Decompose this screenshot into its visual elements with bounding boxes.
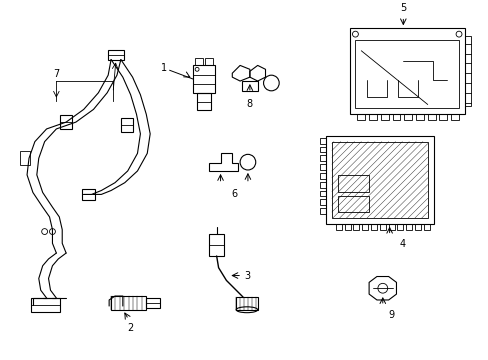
Bar	[392, 114, 400, 120]
Bar	[60, 115, 72, 129]
Bar	[320, 147, 325, 152]
Bar	[349, 28, 464, 114]
Bar	[331, 141, 427, 218]
Bar	[242, 81, 257, 91]
Bar	[236, 297, 257, 310]
Bar	[335, 224, 341, 230]
Bar	[81, 189, 95, 200]
Bar	[357, 114, 365, 120]
Bar	[450, 114, 458, 120]
Bar	[325, 136, 433, 224]
Bar	[320, 190, 325, 196]
Bar	[320, 199, 325, 205]
Bar	[320, 208, 325, 214]
Bar	[380, 114, 388, 120]
Text: 6: 6	[231, 189, 237, 199]
Text: 4: 4	[399, 239, 405, 249]
Bar	[370, 224, 376, 230]
Bar	[320, 155, 325, 161]
Text: 2: 2	[127, 323, 134, 333]
Bar	[379, 224, 385, 230]
Bar	[111, 296, 146, 310]
Bar	[397, 224, 403, 230]
Text: 5: 5	[399, 3, 406, 13]
Bar	[414, 224, 420, 230]
Text: 9: 9	[388, 310, 394, 320]
Bar	[146, 298, 160, 308]
Bar	[320, 182, 325, 188]
Bar	[362, 224, 367, 230]
Bar	[320, 138, 325, 144]
Bar	[31, 298, 60, 312]
Bar	[337, 175, 368, 193]
Bar	[415, 114, 423, 120]
Bar	[368, 114, 376, 120]
Bar	[320, 173, 325, 179]
Bar	[355, 40, 458, 108]
Text: 7: 7	[53, 69, 60, 79]
Bar	[193, 66, 214, 93]
Bar	[320, 164, 325, 170]
Bar	[208, 234, 224, 256]
Bar	[406, 224, 411, 230]
Bar	[108, 50, 123, 59]
Bar	[344, 224, 350, 230]
Bar	[195, 58, 203, 66]
Bar	[464, 36, 470, 107]
Bar	[427, 114, 435, 120]
Bar	[353, 224, 359, 230]
Text: 3: 3	[244, 270, 250, 280]
Bar	[337, 196, 368, 212]
Bar	[204, 58, 212, 66]
Bar	[197, 93, 210, 111]
Bar	[404, 114, 411, 120]
Bar	[423, 224, 429, 230]
Bar	[121, 118, 132, 132]
Bar	[20, 152, 30, 165]
Text: 1: 1	[161, 63, 166, 73]
Bar	[388, 224, 394, 230]
Bar	[439, 114, 447, 120]
Text: 8: 8	[246, 99, 252, 109]
